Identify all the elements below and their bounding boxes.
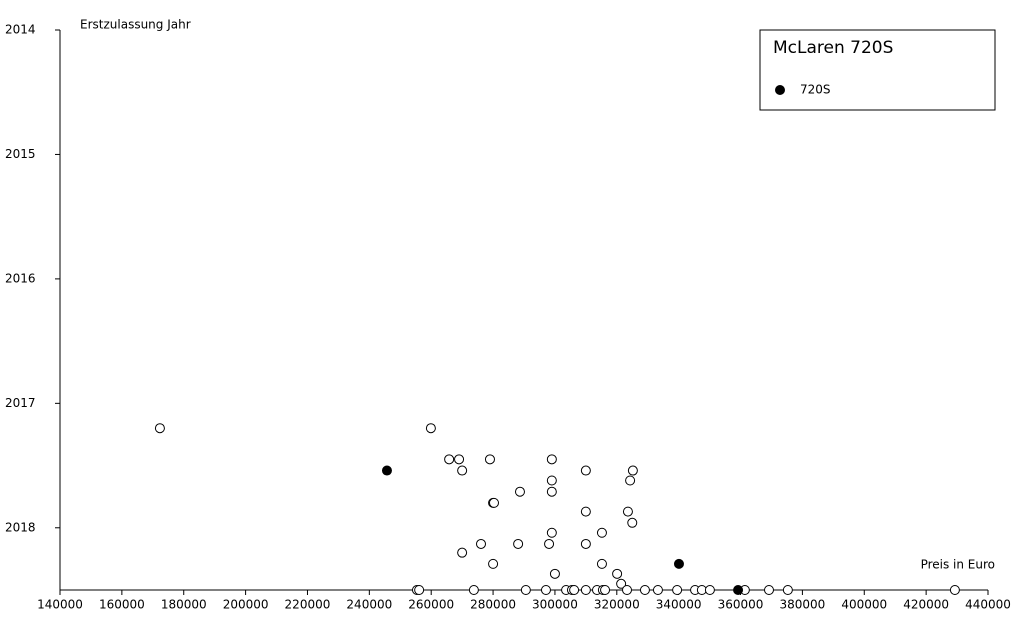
point bbox=[444, 454, 455, 465]
point bbox=[546, 475, 557, 486]
point bbox=[596, 558, 607, 569]
point bbox=[704, 585, 715, 595]
x-tick-label: 260000 bbox=[408, 598, 454, 612]
point bbox=[425, 423, 436, 434]
x-tick-label: 220000 bbox=[285, 598, 331, 612]
x-tick-label: 440000 bbox=[965, 598, 1011, 612]
point bbox=[782, 585, 793, 595]
point bbox=[627, 517, 638, 528]
point bbox=[616, 578, 627, 589]
x-tick-label: 280000 bbox=[470, 598, 516, 612]
point bbox=[652, 585, 663, 595]
point bbox=[484, 454, 495, 465]
point bbox=[546, 454, 557, 465]
point bbox=[580, 538, 591, 549]
y-tick-label: 2018 bbox=[5, 520, 36, 534]
point bbox=[513, 538, 524, 549]
point bbox=[488, 558, 499, 569]
point bbox=[639, 585, 650, 595]
y-tick-label: 2016 bbox=[5, 271, 36, 285]
point bbox=[627, 465, 638, 476]
x-tick-label: 160000 bbox=[99, 598, 145, 612]
point bbox=[580, 585, 591, 595]
point bbox=[454, 454, 465, 465]
point bbox=[596, 527, 607, 538]
x-tick-label: 140000 bbox=[37, 598, 83, 612]
point bbox=[580, 465, 591, 476]
point bbox=[622, 585, 633, 595]
point bbox=[488, 497, 499, 508]
point bbox=[540, 585, 551, 595]
point bbox=[457, 547, 468, 558]
point bbox=[546, 527, 557, 538]
point bbox=[476, 538, 487, 549]
point bbox=[625, 475, 636, 486]
point bbox=[949, 585, 960, 595]
x-tick-label: 180000 bbox=[161, 598, 207, 612]
point bbox=[733, 585, 744, 595]
x-tick-label: 240000 bbox=[346, 598, 392, 612]
point bbox=[580, 506, 591, 517]
point bbox=[672, 585, 683, 595]
point bbox=[154, 423, 165, 434]
point bbox=[673, 558, 684, 569]
y-tick-label: 2014 bbox=[5, 23, 36, 37]
point bbox=[381, 465, 392, 476]
legend-box bbox=[759, 29, 996, 111]
x-tick-label: 420000 bbox=[903, 598, 949, 612]
point bbox=[514, 486, 525, 497]
y-tick-label: 2017 bbox=[5, 396, 36, 410]
x-tick-label: 200000 bbox=[223, 598, 269, 612]
point bbox=[468, 585, 479, 595]
x-tick-label: 320000 bbox=[594, 598, 640, 612]
point bbox=[763, 585, 774, 595]
x-tick-label: 340000 bbox=[656, 598, 702, 612]
x-tick-label: 380000 bbox=[779, 598, 825, 612]
legend-marker bbox=[775, 85, 785, 95]
x-tick-label: 300000 bbox=[532, 598, 578, 612]
point bbox=[544, 538, 555, 549]
point bbox=[520, 585, 531, 595]
x-tick-label: 400000 bbox=[841, 598, 887, 612]
point bbox=[569, 585, 580, 595]
point bbox=[622, 506, 633, 517]
legend-title: McLaren 720S bbox=[773, 38, 893, 58]
point bbox=[600, 585, 611, 595]
point bbox=[457, 465, 468, 476]
x-axis-label: Preis in Euro bbox=[921, 558, 995, 572]
point bbox=[414, 585, 425, 595]
point bbox=[549, 568, 560, 579]
x-tick-label: 360000 bbox=[718, 598, 764, 612]
legend-label: 720S bbox=[800, 83, 831, 97]
y-axis-label: Erstzulassung Jahr bbox=[80, 18, 191, 32]
point bbox=[612, 568, 623, 579]
point bbox=[546, 486, 557, 497]
y-tick-label: 2015 bbox=[5, 147, 36, 161]
